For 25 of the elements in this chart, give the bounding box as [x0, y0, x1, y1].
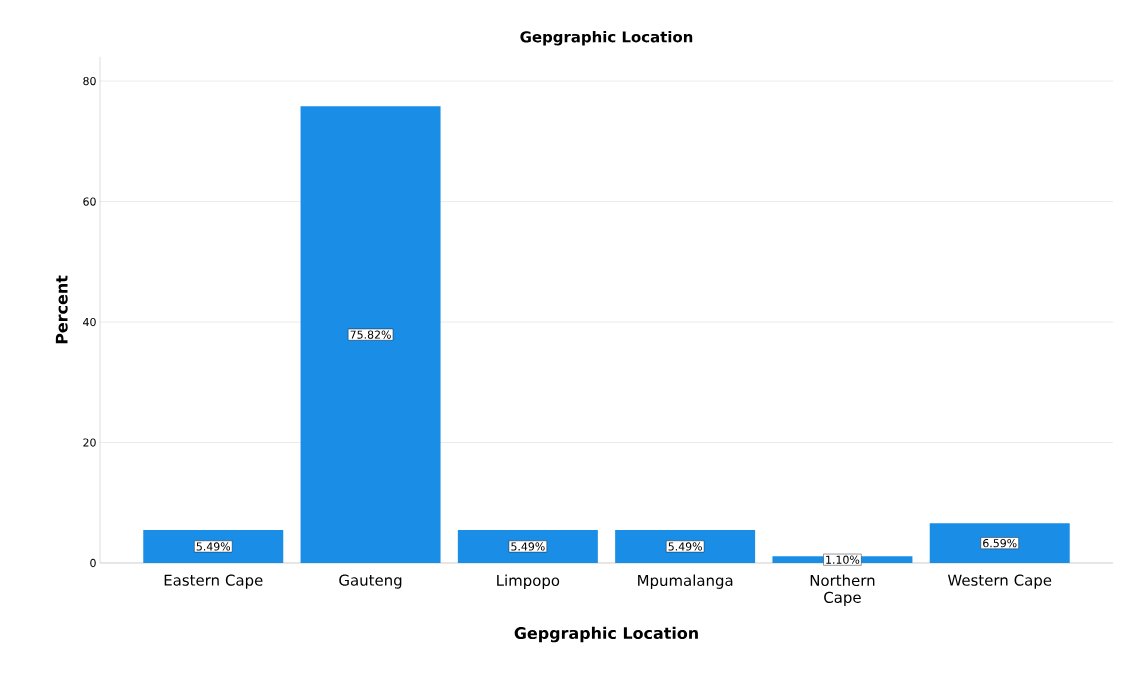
- bar: [615, 529, 756, 563]
- data-label: 1.10%: [826, 555, 860, 564]
- data-label: 75.82%: [350, 330, 391, 339]
- y-tick-label: 80: [83, 76, 96, 86]
- bar: [300, 106, 441, 563]
- x-tick-label: Limpopo: [497, 574, 560, 589]
- data-label: 5.49%: [511, 542, 545, 551]
- x-tick-label: Eastern Cape: [164, 574, 263, 589]
- data-label: 5.49%: [668, 542, 702, 551]
- y-axis-title: Percent: [55, 275, 68, 344]
- y-tick-label: 60: [83, 197, 96, 206]
- x-axis-title: Gepgraphic Location: [514, 626, 698, 643]
- x-tick-label: Mpumalanga: [638, 574, 733, 589]
- y-tick-label: 20: [83, 438, 96, 447]
- data-label: 5.49%: [196, 542, 231, 551]
- x-tick-label: Northern Cape: [810, 574, 875, 606]
- bar: [929, 523, 1070, 563]
- chart-title: Gepgraphic Location: [520, 30, 693, 46]
- y-tick-label: 40: [83, 317, 96, 327]
- x-tick-label: Western Cape: [947, 574, 1052, 589]
- bar: [143, 529, 284, 563]
- x-tick-label: Gauteng: [339, 574, 402, 589]
- data-label: 6.59%: [983, 539, 1017, 548]
- y-tick-label: 0: [90, 558, 96, 568]
- bar: [457, 529, 598, 563]
